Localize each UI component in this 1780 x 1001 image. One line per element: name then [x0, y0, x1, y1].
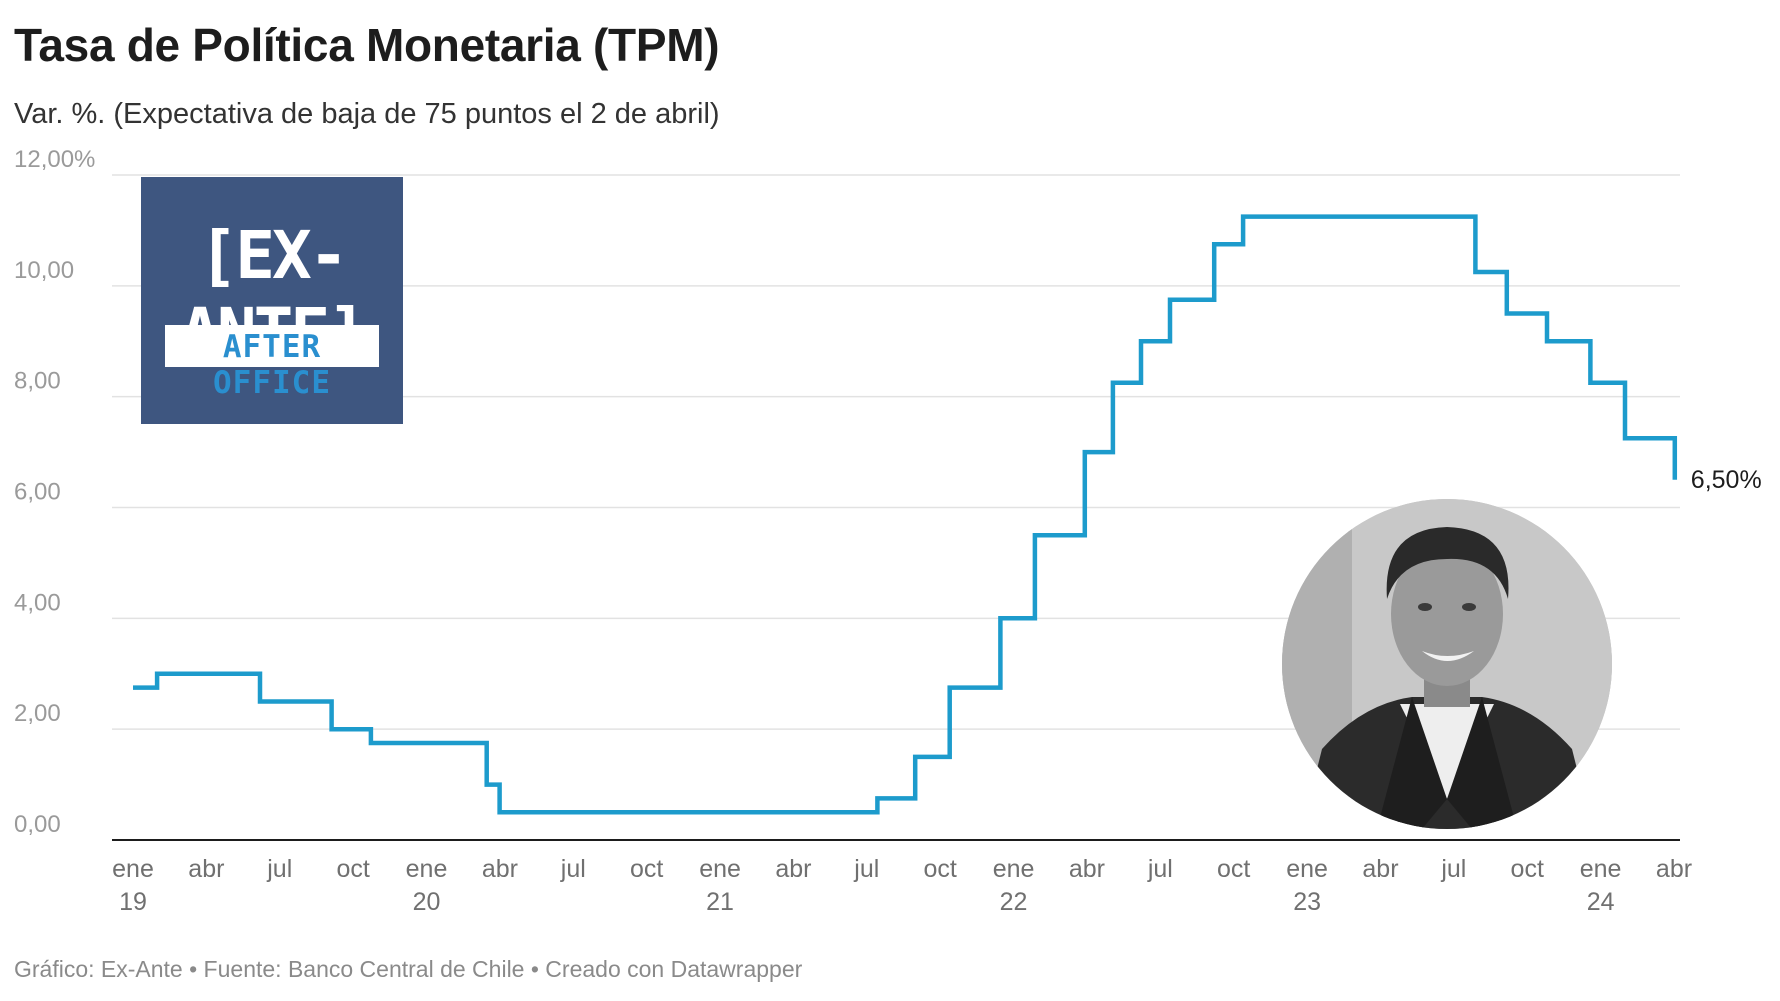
y-tick-label: 4,00	[14, 589, 61, 616]
x-tick-month: ene	[1580, 855, 1622, 883]
y-tick-label: 0,00	[14, 811, 61, 838]
x-tick-month: oct	[1511, 855, 1544, 883]
x-axis-ticks: ene 19 abr jul oct ene 20 abr jul oct ene 21 abr jul o…	[112, 855, 1692, 916]
x-tick-month: abr	[1656, 855, 1692, 883]
ex-ante-logo: [EX-ANTE] AFTER OFFICE	[141, 177, 403, 424]
portrait-photo	[1282, 499, 1612, 829]
tpm-series-line	[133, 214, 1678, 815]
x-tick-month: ene	[699, 855, 741, 883]
y-tick-label: 6,00	[14, 479, 61, 506]
x-tick-month: oct	[924, 855, 957, 883]
y-tick-label: 8,00	[14, 368, 61, 395]
portrait-illustration	[1282, 499, 1612, 829]
x-tick-month: abr	[188, 855, 224, 883]
chart-subtitle: Var. %. (Expectativa de baja de 75 punto…	[14, 98, 720, 130]
x-tick-month: oct	[630, 855, 663, 883]
logo-subtitle-box: AFTER OFFICE	[165, 325, 379, 401]
y-tick-label: 2,00	[14, 700, 61, 727]
end-value-label: 6,50%	[1691, 466, 1762, 494]
logo-subtitle: AFTER OFFICE	[213, 329, 331, 401]
y-axis-ticks: 0,00 2,00 4,00 6,00 8,00 10,00 12,00%	[14, 146, 95, 838]
x-tick-month: jul	[1147, 855, 1173, 883]
chart-footer: Gráfico: Ex-Ante • Fuente: Banco Central…	[14, 956, 803, 982]
x-tick-month: oct	[1217, 855, 1250, 883]
x-tick-year: 24	[1587, 888, 1615, 916]
x-tick-month: abr	[482, 855, 518, 883]
x-tick-month: ene	[1286, 855, 1328, 883]
x-tick-month: ene	[993, 855, 1035, 883]
x-tick-month: oct	[336, 855, 369, 883]
x-tick-month: jul	[853, 855, 879, 883]
x-tick-year: 19	[119, 888, 147, 916]
x-tick-year: 20	[413, 888, 441, 916]
chart-title: Tasa de Política Monetaria (TPM)	[14, 19, 720, 71]
x-tick-month: ene	[112, 855, 154, 883]
x-tick-month: jul	[1440, 855, 1466, 883]
x-tick-month: abr	[775, 855, 811, 883]
x-tick-month: ene	[406, 855, 448, 883]
x-tick-month: jul	[560, 855, 586, 883]
x-tick-year: 23	[1293, 888, 1321, 916]
x-tick-month: jul	[266, 855, 292, 883]
x-tick-year: 21	[706, 888, 734, 916]
x-tick-year: 22	[1000, 888, 1028, 916]
x-tick-month: abr	[1069, 855, 1105, 883]
x-tick-month: abr	[1362, 855, 1398, 883]
y-tick-label: 10,00	[14, 257, 74, 284]
y-tick-label: 12,00%	[14, 146, 95, 173]
